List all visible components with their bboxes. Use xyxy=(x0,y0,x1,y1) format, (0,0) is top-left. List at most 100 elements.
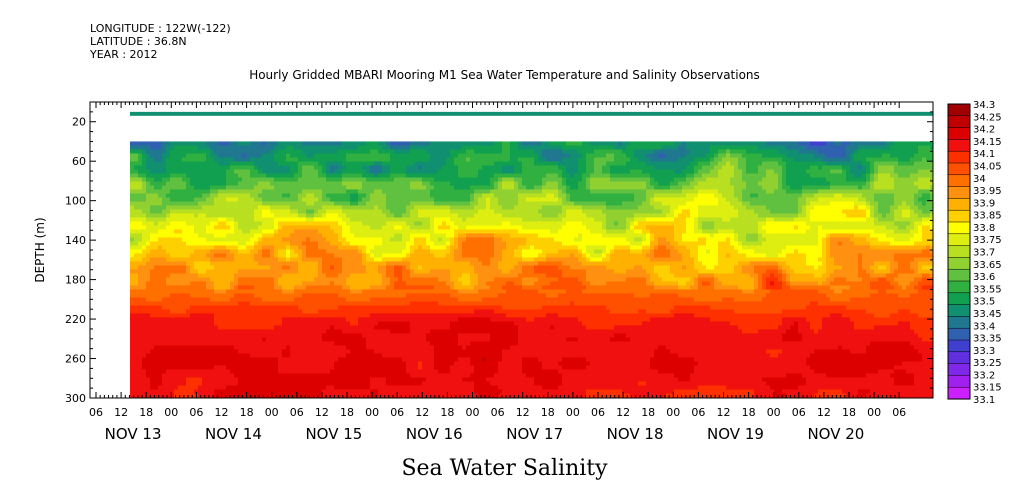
colorbar-label: 33.75 xyxy=(973,235,1002,246)
colorbar-swatch xyxy=(947,174,971,188)
colorbar-label: 33.6 xyxy=(973,272,995,283)
x-day-label: NOV 20 xyxy=(807,425,864,443)
x-day-label: NOV 15 xyxy=(305,425,362,443)
x-hour-label: 06 xyxy=(892,406,906,419)
x-hour-label: 12 xyxy=(215,406,229,419)
y-tick-label: 100 xyxy=(65,195,86,208)
x-hour-label: 06 xyxy=(290,406,304,419)
x-hour-label: 18 xyxy=(440,406,454,419)
x-hour-label: 06 xyxy=(390,406,404,419)
y-tick-label: 180 xyxy=(65,274,86,287)
x-hour-label: 18 xyxy=(139,406,153,419)
y-tick-labels: 20 60 100 140 180 220 260 300 xyxy=(65,116,86,405)
x-day-label: NOV 13 xyxy=(105,425,162,443)
colorbar-swatch xyxy=(947,198,971,211)
x-hour-label: 06 xyxy=(591,406,605,419)
colorbar-swatch xyxy=(947,139,971,152)
colorbar-swatch xyxy=(947,280,971,294)
colorbar-label: 34.2 xyxy=(973,125,995,136)
x-hour-label: 12 xyxy=(817,406,831,419)
colorbar-label: 33.95 xyxy=(973,186,1002,197)
colorbar-swatch xyxy=(947,162,971,176)
colorbar-label: 33.8 xyxy=(973,223,995,234)
x-hour-label: 00 xyxy=(767,406,781,419)
x-hour-label: 06 xyxy=(792,406,806,419)
x-hour-label: 06 xyxy=(189,406,203,419)
colorbar-label: 34.3 xyxy=(973,100,995,111)
colorbar-label: 33.25 xyxy=(973,358,1002,369)
colorbar-label: 33.7 xyxy=(973,248,995,259)
colorbar-swatch xyxy=(947,339,971,353)
latitude-text: LATITUDE : 36.8N xyxy=(90,35,187,48)
x-hour-label: 12 xyxy=(717,406,731,419)
x-hour-label: 00 xyxy=(466,406,480,419)
surface-band xyxy=(130,111,933,116)
x-hour-label: 00 xyxy=(365,406,379,419)
axes xyxy=(89,101,934,399)
longitude-text: LONGITUDE : 122W(-122) xyxy=(90,22,231,35)
colorbar-label: 33.85 xyxy=(973,211,1002,222)
y-tick-label: 220 xyxy=(65,313,86,326)
colorbar-label: 34.15 xyxy=(973,137,1002,148)
colorbar-label: 33.55 xyxy=(973,284,1002,295)
x-hour-label: 18 xyxy=(340,406,354,419)
x-hour-label: 06 xyxy=(491,406,505,419)
colorbar-swatch xyxy=(947,150,971,164)
y-tick-label: 20 xyxy=(72,116,86,129)
x-day-label: NOV 19 xyxy=(707,425,764,443)
colorbar-swatch xyxy=(947,257,971,270)
salinity-field xyxy=(130,111,933,398)
colorbar-label: 33.45 xyxy=(973,309,1002,320)
x-day-label: NOV 14 xyxy=(205,425,262,443)
colorbar-swatch xyxy=(947,351,971,365)
x-hour-label: 06 xyxy=(89,406,103,419)
x-hour-label: 12 xyxy=(114,406,128,419)
colorbar-label: 33.1 xyxy=(973,395,995,406)
x-hour-label: 00 xyxy=(265,406,279,419)
colorbar-swatch xyxy=(947,186,971,199)
x-axis-title: Sea Water Salinity xyxy=(401,456,608,481)
colorbar-swatch xyxy=(947,221,971,235)
colorbar-swatch xyxy=(947,127,971,140)
x-day-labels: NOV 13 NOV 14 NOV 15 NOV 16 NOV 17 NOV 18 NOV … xyxy=(105,425,865,443)
colorbar-label: 33.9 xyxy=(973,198,995,209)
colorbar-swatch xyxy=(947,327,971,341)
y-tick-label: 260 xyxy=(65,353,86,366)
colorbar-swatch xyxy=(947,304,971,317)
x-hour-label: 06 xyxy=(691,406,705,419)
colorbar-swatch xyxy=(947,375,971,388)
x-hour-label: 12 xyxy=(315,406,329,419)
y-tick-label: 140 xyxy=(65,234,86,247)
colorbar-swatch xyxy=(947,209,971,223)
colorbar-label: 33.35 xyxy=(973,334,1002,345)
x-hour-label: 18 xyxy=(842,406,856,419)
x-day-label: NOV 18 xyxy=(607,425,664,443)
x-day-label: NOV 17 xyxy=(506,425,563,443)
chart-title: Hourly Gridded MBARI Mooring M1 Sea Wate… xyxy=(249,68,760,82)
x-hour-label: 00 xyxy=(867,406,881,419)
y-axis-label: DEPTH (m) xyxy=(33,217,47,282)
colorbar-label: 33.2 xyxy=(973,370,995,381)
x-hour-label: 00 xyxy=(566,406,580,419)
x-hour-label: 12 xyxy=(415,406,429,419)
colorbar-label: 33.65 xyxy=(973,260,1002,271)
colorbar-label: 34 xyxy=(973,174,986,185)
colorbar-label: 33.15 xyxy=(973,383,1002,394)
colorbar-label: 33.5 xyxy=(973,297,995,308)
year-text: YEAR : 2012 xyxy=(90,48,158,61)
colorbar-swatch xyxy=(947,245,971,258)
colorbar-label: 33.3 xyxy=(973,346,995,357)
colorbar-label: 34.05 xyxy=(973,161,1002,172)
x-tick-labels: 06 12 18 00 06 12 18 00 06 12 18 00 06 12 18 00 06 12 18 00… xyxy=(89,406,906,419)
colorbar-swatch xyxy=(947,268,971,282)
x-hour-label: 12 xyxy=(616,406,630,419)
colorbar-swatch xyxy=(947,363,971,376)
y-tick-label: 60 xyxy=(72,155,86,168)
colorbar-swatch xyxy=(947,292,971,306)
x-day-label: NOV 16 xyxy=(406,425,463,443)
x-hour-label: 12 xyxy=(516,406,530,419)
colorbar xyxy=(947,103,971,400)
y-tick-label: 300 xyxy=(65,392,86,405)
